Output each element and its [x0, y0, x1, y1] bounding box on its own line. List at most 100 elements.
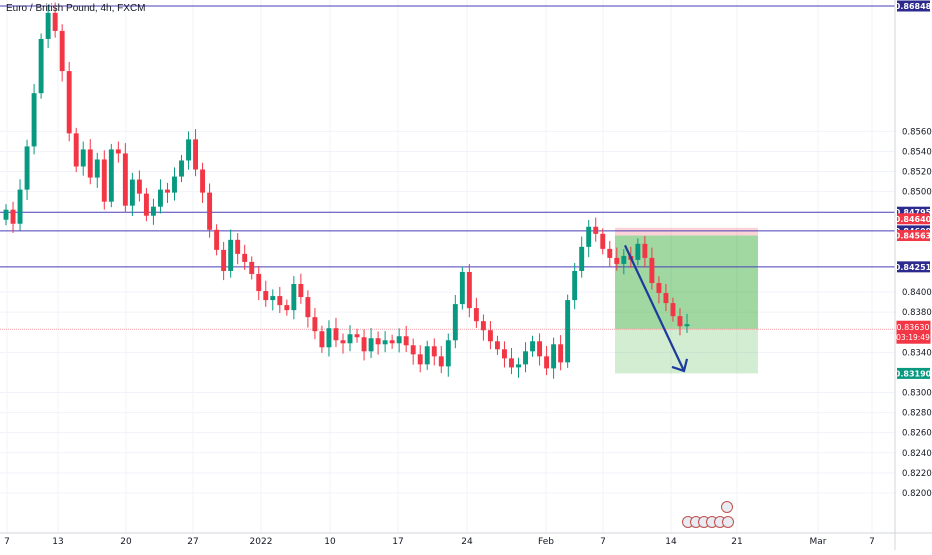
candle-body	[509, 358, 514, 368]
candle-body	[270, 296, 276, 301]
candle-body	[523, 351, 528, 365]
candle-body	[101, 159, 107, 202]
x-tick-label: 7	[600, 537, 606, 547]
x-tick-label: Mar	[810, 537, 827, 547]
candle-body	[586, 226, 592, 247]
candle-body	[565, 300, 571, 363]
chart-title: Euro / British Pound, 4h, FXCM	[6, 3, 146, 14]
candle-body	[579, 246, 585, 271]
candle-body	[221, 249, 227, 271]
trend-arrow-head	[671, 358, 689, 373]
stop-loss-zone	[615, 227, 758, 236]
x-tick-label: 17	[392, 537, 403, 547]
x-tick-label: 2022	[250, 537, 273, 547]
profit-zone-remaining	[615, 329, 758, 374]
level-price-tag: 0.84251	[895, 263, 932, 272]
economic-event-icon	[722, 516, 734, 528]
candle-body	[551, 344, 557, 369]
level-price-tag: 0.84795	[895, 208, 932, 217]
candle-body	[38, 38, 44, 94]
candle-body	[298, 284, 304, 298]
candle-body	[452, 304, 458, 341]
candle-body	[516, 364, 521, 368]
x-tick-label: 27	[187, 537, 198, 547]
candle-body	[94, 159, 100, 178]
x-tick-label: 10	[324, 537, 336, 547]
candle-body	[403, 336, 409, 346]
trend-arrow	[624, 244, 685, 372]
candle-body	[136, 179, 142, 194]
candle-body	[354, 334, 360, 338]
x-tick-label: 24	[461, 537, 473, 547]
candle-body	[87, 149, 93, 178]
candle-body	[361, 337, 367, 352]
candle-body	[663, 293, 669, 304]
candle-body	[31, 93, 37, 147]
candle-body	[333, 328, 339, 341]
candle-body	[466, 271, 472, 309]
candle-body	[242, 253, 248, 262]
candle-body	[256, 273, 262, 292]
candle-body	[122, 153, 128, 206]
candle-body	[200, 169, 206, 193]
candle-body	[459, 271, 465, 305]
candle-body	[249, 261, 255, 274]
candle-body	[410, 345, 416, 355]
candle-body	[59, 30, 65, 72]
candle-body	[438, 356, 444, 367]
x-tick-label: 20	[120, 537, 132, 547]
candle-body	[319, 331, 325, 348]
candle-body	[340, 340, 346, 344]
candle-body	[537, 341, 543, 357]
x-tick-label: 14	[665, 537, 677, 547]
candle-body	[24, 146, 30, 190]
candle-body	[73, 133, 79, 167]
candle-body	[656, 283, 662, 294]
candle-body	[389, 340, 395, 344]
candle-body	[129, 179, 135, 206]
target-price-tag-bg	[897, 367, 930, 379]
candle-body	[157, 189, 163, 207]
candle-body	[284, 305, 290, 311]
candle-body	[150, 206, 156, 216]
candle-body	[235, 239, 241, 254]
candle-body	[396, 336, 402, 344]
candle-body	[108, 149, 114, 202]
candle-body	[347, 334, 353, 344]
level-price-tag-bg	[897, 206, 930, 218]
candle-body	[312, 317, 318, 332]
level-price-tag-bg	[897, 0, 930, 12]
candle-body	[66, 71, 72, 134]
candle-body	[621, 255, 627, 264]
candle-body	[291, 284, 297, 311]
economic-event-icon	[721, 501, 733, 513]
candle-body	[375, 338, 381, 345]
candle-body	[214, 229, 220, 250]
stop-price-tag: 0.84640	[895, 215, 932, 224]
candle-body	[115, 149, 121, 154]
candle-body	[558, 344, 564, 363]
x-tick-label: Feb	[538, 537, 554, 547]
candle-body	[670, 303, 676, 317]
x-tick-label: 21	[731, 537, 742, 547]
candle-body	[530, 341, 536, 352]
candle-body	[487, 330, 493, 342]
candle-body	[480, 321, 486, 331]
candle-body	[607, 248, 613, 258]
level-price-tag: 0.86848	[895, 2, 932, 11]
candle-body	[502, 349, 507, 359]
candle-body	[172, 176, 177, 193]
candle-body	[593, 226, 599, 234]
stop-price-tag-bg	[897, 213, 930, 225]
candle-body	[3, 209, 9, 220]
candle-body	[10, 209, 16, 224]
candle-body	[186, 139, 191, 161]
